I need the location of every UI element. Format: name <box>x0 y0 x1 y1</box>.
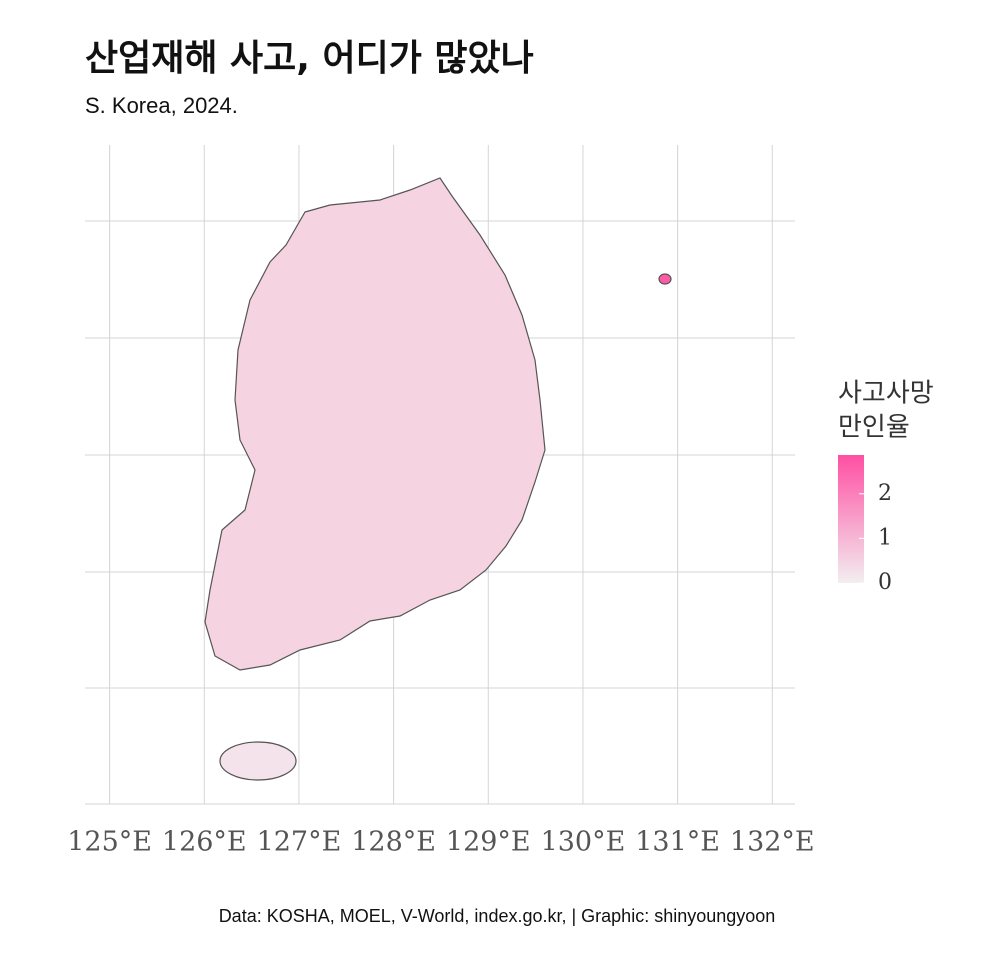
legend-tick-label: 2 <box>878 481 892 506</box>
chart-subtitle: S. Korea, 2024. <box>85 93 238 118</box>
x-tick-label: 127°E <box>257 827 342 858</box>
x-tick-label: 125°E <box>67 827 152 858</box>
caption: Data: KOSHA, MOEL, V-World, index.go.kr,… <box>219 906 776 926</box>
x-tick-label: 130°E <box>541 827 626 858</box>
x-tick-label: 128°E <box>351 827 436 858</box>
jeju <box>219 741 297 781</box>
x-tick-label: 132°E <box>730 827 815 858</box>
legend-ticks: 0 1 2 <box>859 481 892 595</box>
korea-map <box>204 177 672 781</box>
legend-tick-label: 0 <box>878 570 892 595</box>
legend-title: 사고사망 <box>838 379 934 409</box>
x-tick-label: 129°E <box>446 827 531 858</box>
ulleung <box>658 273 672 285</box>
legend-title: 만인율 <box>838 413 910 443</box>
colorbar <box>838 455 864 583</box>
x-tick-label: 131°E <box>635 827 720 858</box>
x-axis: 125°E 126°E 127°E 128°E 129°E 130°E 131°E 132°E <box>67 827 814 858</box>
legend-tick-label: 1 <box>878 525 892 550</box>
chart-title: 산업재해 사고, 어디가 많았나 <box>85 38 534 79</box>
mainland <box>204 177 546 671</box>
x-tick-label: 126°E <box>162 827 247 858</box>
